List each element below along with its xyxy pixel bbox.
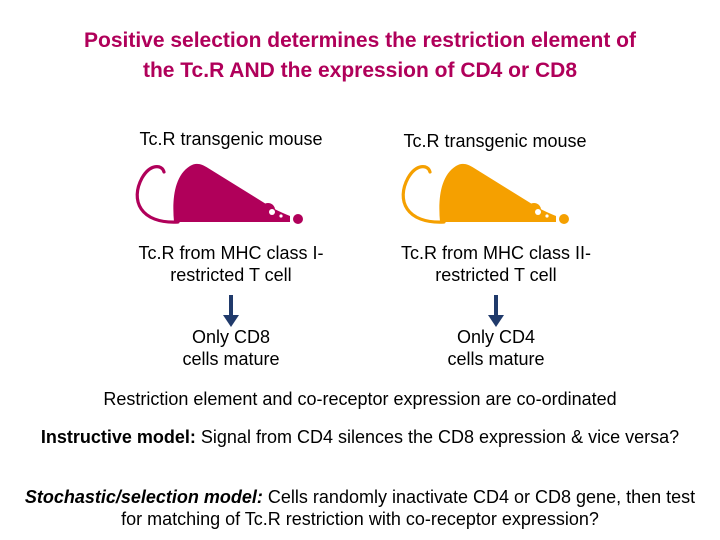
left-result-line-2: cells mature — [182, 349, 280, 369]
instructive-model: Instructive model: Signal from CD4 silen… — [20, 426, 700, 448]
left-source-line-2: restricted T cell — [170, 265, 292, 285]
left-result-line-1: Only CD8 — [191, 327, 271, 347]
instructive-label: Instructive model: — [40, 427, 196, 447]
right-source: Tc.R from MHC class II- restricted T cel… — [360, 242, 632, 286]
right-heading: Tc.R transgenic mouse — [403, 131, 587, 151]
right-result-line-1: Only CD4 — [456, 327, 536, 347]
right-result-line-2: cells mature — [447, 349, 545, 369]
mouse-icon — [135, 163, 303, 224]
right-result: Only CD4 cells mature — [396, 326, 596, 370]
left-result: Only CD8 cells mature — [131, 326, 331, 370]
stochastic-text: Cells randomly inactivate CD4 or CD8 gen… — [121, 487, 696, 529]
slide-title: Positive selection determines the restri… — [0, 26, 720, 86]
left-source: Tc.R from MHC class I- restricted T cell — [96, 242, 366, 286]
title-line-2: the Tc.R AND the expression of CD4 or CD… — [142, 59, 578, 82]
stochastic-label: Stochastic/selection model: — [24, 487, 263, 507]
down-arrow-icon — [223, 295, 239, 327]
down-arrow-icon — [488, 295, 504, 327]
title-line-1: Positive selection determines the restri… — [84, 29, 636, 52]
instructive-text: Signal from CD4 silences the CD8 express… — [195, 427, 680, 447]
stochastic-model: Stochastic/selection model: Cells random… — [20, 486, 700, 530]
left-source-line-1: Tc.R from MHC class I- — [138, 243, 324, 263]
summary-text: Restriction element and co-receptor expr… — [103, 389, 617, 409]
left-heading: Tc.R transgenic mouse — [139, 129, 323, 149]
right-source-line-2: restricted T cell — [435, 265, 557, 285]
right-source-line-1: Tc.R from MHC class II- — [400, 243, 591, 263]
mouse-icon — [401, 163, 569, 224]
